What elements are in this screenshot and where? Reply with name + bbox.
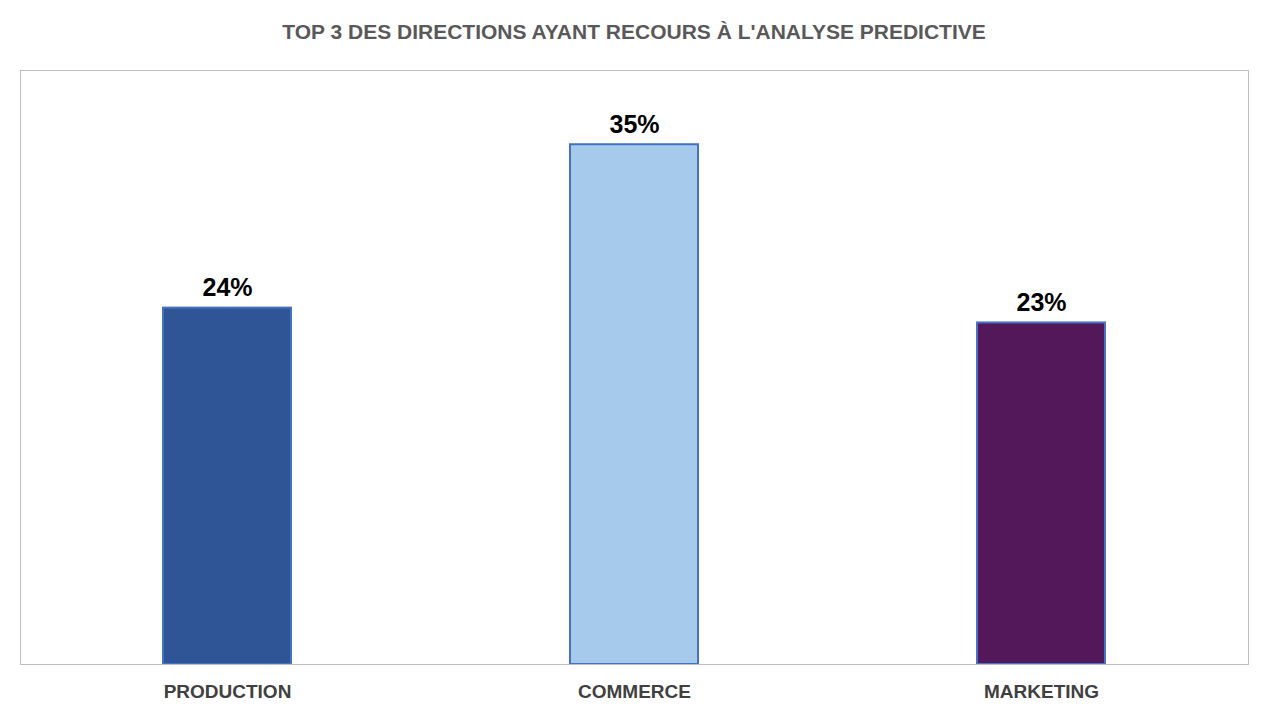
svg-text:24%: 24% (202, 273, 252, 301)
html-text:TOP 3 DES DIRECTIONS AYANT REC: TOP 3 DES DIRECTIONS AYANT RECOURS À L'A… (282, 20, 986, 43)
svg-text:35%: 35% (609, 110, 659, 138)
svg-text:PRODUCTION: PRODUCTION (164, 681, 292, 702)
svg-text:COMMERCE: COMMERCE (578, 681, 691, 702)
svg-text:23%: 23% (1016, 288, 1066, 316)
svg-text:MARKETING: MARKETING (984, 681, 1099, 702)
